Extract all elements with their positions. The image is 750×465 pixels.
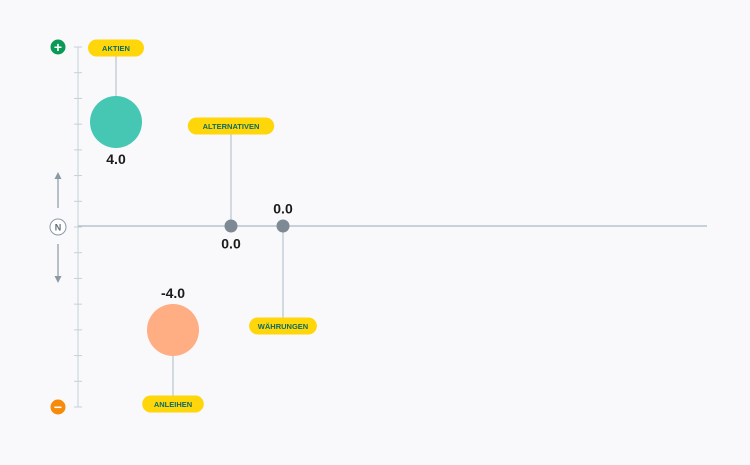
marker-alternativen (224, 219, 238, 233)
vertical-scale (74, 46, 82, 408)
value-anleihen: -4.0 (161, 285, 185, 301)
axis-markers: + − N (49, 39, 67, 415)
marker-anleihen (147, 304, 199, 356)
label-w-hrungen: WÄHRUNGEN (249, 317, 317, 335)
point-w-hrungen: WÄHRUNGEN 0.0 (249, 201, 317, 335)
minus-icon: − (50, 399, 66, 415)
svg-text:−: − (54, 399, 62, 415)
marker-w-hrungen (276, 219, 290, 233)
arrow-up-icon (54, 172, 62, 208)
arrow-down-icon (54, 244, 62, 283)
value-aktien: 4.0 (106, 151, 126, 167)
value-w-hrungen: 0.0 (273, 201, 293, 217)
label-aktien: AKTIEN (88, 39, 144, 57)
svg-text:ANLEIHEN: ANLEIHEN (154, 400, 192, 409)
point-anleihen: ANLEIHEN -4.0 (142, 285, 204, 413)
svg-text:AKTIEN: AKTIEN (102, 44, 130, 53)
point-aktien: AKTIEN 4.0 (88, 39, 144, 167)
plus-icon: + (50, 39, 66, 55)
neutral-icon: N (49, 218, 67, 236)
svg-text:+: + (54, 39, 62, 55)
label-anleihen: ANLEIHEN (142, 395, 204, 413)
svg-text:ALTERNATIVEN: ALTERNATIVEN (203, 122, 260, 131)
marker-aktien (90, 96, 142, 148)
svg-text:WÄHRUNGEN: WÄHRUNGEN (258, 322, 308, 331)
label-alternativen: ALTERNATIVEN (187, 117, 275, 135)
point-alternativen: ALTERNATIVEN 0.0 (187, 117, 275, 252)
data-points: AKTIEN4.0ANLEIHEN-4.0ALTERNATIVEN0.0WÄHR… (88, 39, 317, 413)
value-alternativen: 0.0 (221, 236, 241, 252)
svg-text:N: N (55, 223, 62, 233)
